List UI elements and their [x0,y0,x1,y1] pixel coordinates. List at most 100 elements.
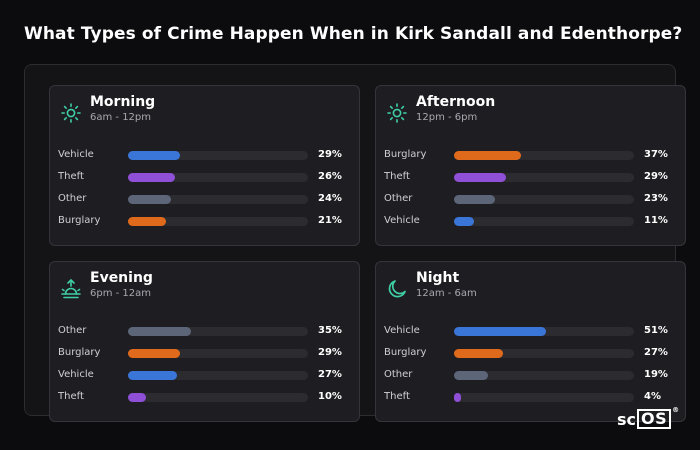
card-afternoon: Afternoon 12pm - 6pm Burglary 37% Theft 29% Ot… [375,85,686,246]
bar-fill [454,217,474,226]
bar-label: Burglary [58,347,101,358]
bar-track [128,371,308,380]
bar-fill [454,371,489,380]
bar-label: Burglary [384,149,427,160]
card-title: Night [416,270,460,286]
bar-label: Vehicle [58,369,94,380]
bar-row: Burglary 21% [58,214,353,228]
bar-value-label: 35% [318,325,342,336]
bar-track [454,195,634,204]
bar-fill [128,151,181,160]
card-time-range: 12am - 6am [416,288,477,299]
logo-text-prefix: sc [617,409,637,429]
bar-value-label: 29% [644,171,668,182]
bar-track [128,327,308,336]
bar-row: Other 35% [58,324,353,338]
bar-label: Vehicle [384,215,420,226]
page-title: What Types of Crime Happen When in Kirk … [24,24,683,44]
sun-icon [385,101,409,125]
bar-fill [454,349,503,358]
bar-row: Vehicle 11% [384,214,679,228]
card-night: Night 12am - 6am Vehicle 51% Burglary 27% Othe… [375,261,686,422]
bar-track [454,151,634,160]
moon-icon [385,277,409,301]
bar-value-label: 23% [644,193,668,204]
bar-label: Other [58,325,87,336]
bar-fill [128,173,175,182]
bar-label: Burglary [384,347,427,358]
logo-text-boxed: OS [637,409,672,429]
bar-track [128,195,308,204]
bar-fill [128,371,177,380]
bar-track [128,151,308,160]
sunset-icon [59,277,83,301]
bar-fill [454,173,507,182]
bar-fill [128,327,191,336]
bar-track [128,217,308,226]
sun-icon [59,101,83,125]
card-time-range: 12pm - 6pm [416,112,478,123]
bar-fill [128,195,172,204]
card-evening: Evening 6pm - 12am Other 35% Burglary 29% Vehi… [49,261,360,422]
bar-label: Theft [58,171,84,182]
bar-row: Vehicle 51% [384,324,679,338]
bar-track [454,393,634,402]
bar-track [128,349,308,358]
bar-track [128,393,308,402]
bar-label: Theft [384,171,410,182]
card-morning: Morning 6am - 12pm Vehicle 29% Theft 26% Other… [49,85,360,246]
bar-label: Burglary [58,215,101,226]
bar-row: Theft 4% [384,390,679,404]
bar-track [128,173,308,182]
bar-value-label: 29% [318,347,342,358]
bar-track [454,371,634,380]
bar-row: Other 19% [384,368,679,382]
bar-track [454,349,634,358]
bar-value-label: 11% [644,215,668,226]
bar-track [454,173,634,182]
bar-value-label: 29% [318,149,342,160]
bar-row: Burglary 27% [384,346,679,360]
card-title: Evening [90,270,153,286]
bar-row: Other 24% [58,192,353,206]
bar-value-label: 27% [318,369,342,380]
bar-fill [454,327,546,336]
card-time-range: 6am - 12pm [90,112,152,123]
bar-row: Burglary 29% [58,346,353,360]
logo-registered-mark: ® [672,406,680,414]
card-title: Afternoon [416,94,496,110]
bar-value-label: 19% [644,369,668,380]
scos-logo: sc OS ® [617,406,680,430]
bar-fill [128,217,166,226]
bar-label: Other [58,193,87,204]
bar-label: Theft [58,391,84,402]
bar-row: Theft 10% [58,390,353,404]
bar-track [454,217,634,226]
bar-value-label: 27% [644,347,668,358]
bar-fill [454,393,462,402]
bar-row: Burglary 37% [384,148,679,162]
bar-row: Vehicle 27% [58,368,353,382]
bar-track [454,327,634,336]
bar-row: Vehicle 29% [58,148,353,162]
bar-fill [128,393,146,402]
bar-fill [454,151,521,160]
bar-label: Other [384,369,413,380]
bar-label: Other [384,193,413,204]
bar-value-label: 51% [644,325,668,336]
bar-label: Theft [384,391,410,402]
bar-label: Vehicle [58,149,94,160]
bar-row: Theft 29% [384,170,679,184]
card-title: Morning [90,94,156,110]
bar-value-label: 37% [644,149,668,160]
bar-value-label: 26% [318,171,342,182]
bar-value-label: 10% [318,391,342,402]
bar-fill [128,349,181,358]
card-time-range: 6pm - 12am [90,288,152,299]
bar-value-label: 4% [644,391,661,402]
bar-value-label: 24% [318,193,342,204]
bar-row: Theft 26% [58,170,353,184]
bar-row: Other 23% [384,192,679,206]
bar-label: Vehicle [384,325,420,336]
bar-fill [454,195,496,204]
